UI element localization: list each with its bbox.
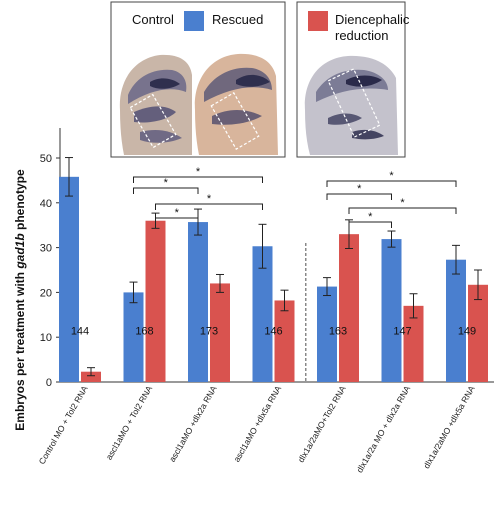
y-tick-label: 10 <box>40 332 52 344</box>
legend-rescued-swatch <box>184 11 204 31</box>
significance-star: * <box>164 177 169 189</box>
category-label: dlx1a/2a MO + dlx2a RNA <box>354 384 412 475</box>
y-axis-label-prefix: Embryos per treatment with <box>13 269 27 431</box>
significance-bracket <box>133 187 199 194</box>
legend-rescued-label: Rescued <box>212 12 263 27</box>
y-tick-label: 20 <box>40 287 52 299</box>
significance-star: * <box>368 211 373 223</box>
significance-bracket <box>155 217 199 224</box>
embryo-image-control <box>119 54 192 156</box>
bar-rescued <box>381 239 402 382</box>
category-label: Control MO + Tol2 RNA <box>37 384 90 466</box>
bar-reduction <box>468 284 488 382</box>
bar-rescued <box>59 176 79 382</box>
bar-reduction <box>145 220 166 382</box>
bar-rescued <box>123 292 144 382</box>
category-label: ascl1aMO + Tol2 RNA <box>104 384 155 462</box>
y-tick-label: 50 <box>40 153 52 165</box>
y-tick-label: 40 <box>40 198 52 210</box>
significance-bracket <box>155 203 263 210</box>
sample-size-label: 149 <box>458 325 476 337</box>
inset-panels: Control Rescued Diencephalic reduction <box>110 1 410 158</box>
bar-reduction <box>210 283 230 382</box>
sample-size-label: 146 <box>264 325 282 337</box>
legend-reduction-swatch <box>308 11 328 31</box>
bar-rescued <box>252 246 273 382</box>
category-label: ascl1aMO +dlx2a RNA <box>167 384 219 464</box>
significance-star: * <box>175 207 180 219</box>
significance-star: * <box>207 193 212 205</box>
embryo-image-reduction <box>304 55 398 155</box>
significance-star: * <box>400 197 405 209</box>
significance-bracket <box>326 180 457 187</box>
bar-rescued <box>446 259 466 382</box>
legend-reduction-label-line2: reduction <box>335 28 388 43</box>
significance-bracket <box>326 193 392 200</box>
bar-reduction <box>403 305 424 382</box>
category-label: dlx1a/2aMO +dlx5a RNA <box>421 384 477 471</box>
embryo-image-rescued <box>194 53 278 155</box>
significance-bracket <box>348 207 457 214</box>
legend-control-label: Control <box>132 12 174 27</box>
significance-bracket <box>133 176 263 183</box>
sample-size-label: 144 <box>71 325 89 337</box>
legend-reduction-label-line1: Diencephalic <box>335 12 410 27</box>
bar-reduction <box>274 300 295 382</box>
sample-size-label: 147 <box>393 325 411 337</box>
y-tick-label: 30 <box>40 243 52 255</box>
bar-reduction <box>81 371 101 382</box>
significance-star: * <box>196 166 201 178</box>
category-label: dlx1a/2aMO+Tol2 RNA <box>296 384 348 464</box>
y-tick-label: 0 <box>46 377 52 389</box>
bar-rescued <box>188 222 208 382</box>
bar-reduction <box>339 234 359 382</box>
significance-star: * <box>389 170 394 182</box>
sample-size-label: 168 <box>135 325 153 337</box>
bar-rescued <box>317 286 337 382</box>
category-label: ascl1aMO +dlx5a RNA <box>231 384 283 464</box>
sample-size-label: 173 <box>200 325 218 337</box>
y-axis-label-suffix: phenotype <box>13 169 27 233</box>
sample-size-label: 163 <box>329 325 347 337</box>
plot-area: 0 10 20 30 40 50 144 168 173 146 163 147 149 Control … <box>37 128 494 474</box>
legend: Control Rescued Diencephalic reduction <box>132 11 410 43</box>
y-axis-label-gene: gad1b <box>13 233 27 269</box>
significance-bracket <box>348 221 392 228</box>
significance-star: * <box>357 183 362 195</box>
y-axis-label: Embryos per treatment with gad1b phenoty… <box>13 169 27 431</box>
